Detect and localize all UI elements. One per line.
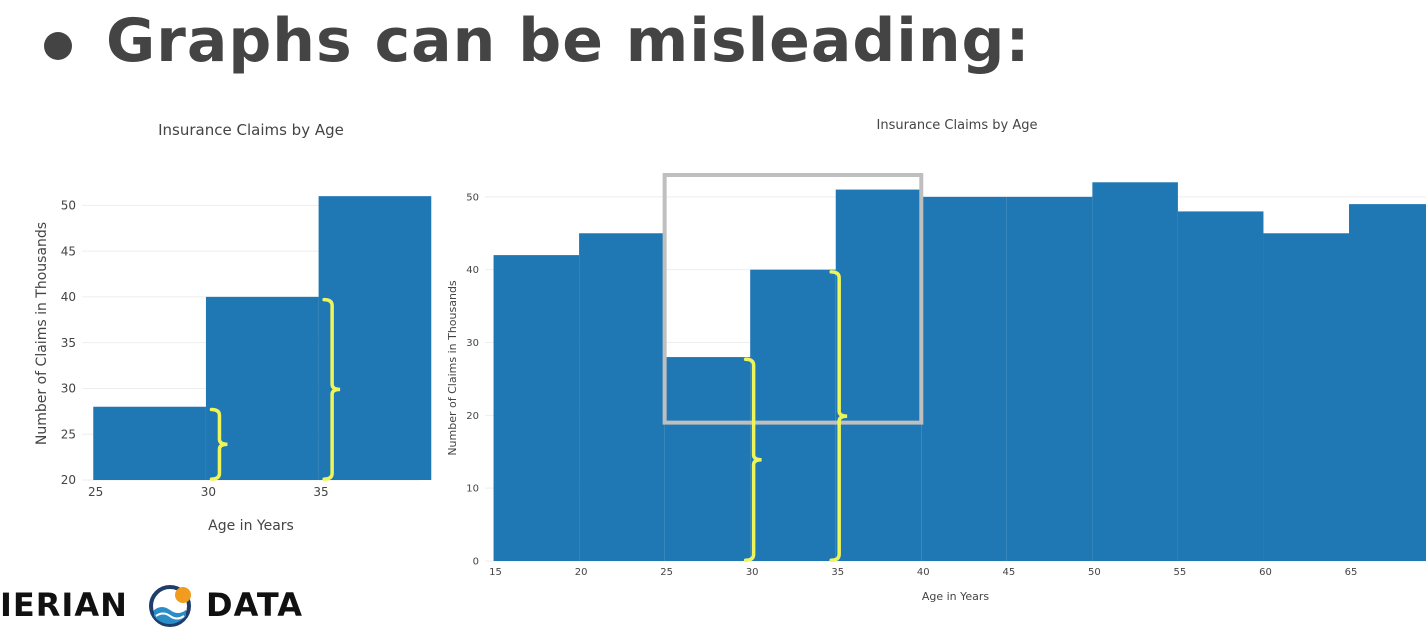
company-logo: IERIAN DATA xyxy=(0,580,330,628)
x-axis-label: Age in Years xyxy=(922,590,990,603)
bar xyxy=(921,196,1007,561)
bar xyxy=(750,269,836,561)
logo-text-left: IERIAN xyxy=(0,586,128,624)
x-tick-label: 40 xyxy=(917,567,930,578)
title-bullet xyxy=(44,32,72,60)
x-tick-label: 15 xyxy=(489,567,502,578)
y-tick-label: 30 xyxy=(466,338,479,349)
y-tick-label: 40 xyxy=(61,290,76,304)
x-tick-label: 30 xyxy=(201,485,216,499)
bar xyxy=(1092,182,1178,561)
x-tick-label: 35 xyxy=(313,485,328,499)
x-tick-label: 35 xyxy=(831,567,844,578)
chart-zoomed: 20 25 30 35 40 45 50 25 30 35 Insurance Claims by … xyxy=(34,121,432,534)
x-tick-label: 65 xyxy=(1345,567,1358,578)
y-tick-label: 40 xyxy=(466,265,479,276)
bar xyxy=(1177,211,1264,561)
x-tick-label: 25 xyxy=(88,485,103,499)
x-tick-label: 25 xyxy=(660,567,673,578)
y-tick-label: 20 xyxy=(61,473,76,487)
bar xyxy=(1263,233,1350,561)
chart-title: Insurance Claims by Age xyxy=(877,118,1038,133)
bracket-annotation xyxy=(322,297,341,481)
bar xyxy=(493,255,580,561)
y-tick-label: 35 xyxy=(61,336,76,350)
logo-text-right: DATA xyxy=(206,586,303,624)
y-axis-label: Number of Claims in Thousands xyxy=(446,280,459,456)
y-tick-label: 45 xyxy=(61,244,76,258)
bar xyxy=(318,196,432,480)
x-tick-label: 30 xyxy=(746,567,759,578)
x-tick-label: 55 xyxy=(1174,567,1187,578)
y-tick-label: 25 xyxy=(61,427,76,441)
bracket-annotation xyxy=(209,407,228,481)
y-tick-label: 30 xyxy=(61,382,76,396)
bracket-annotation xyxy=(829,270,848,563)
bar xyxy=(664,357,751,561)
highlight-box xyxy=(662,173,924,425)
y-tick-label: 0 xyxy=(473,557,479,568)
x-tick-label: 60 xyxy=(1259,567,1272,578)
bar xyxy=(579,233,665,561)
y-tick-label: 20 xyxy=(466,411,479,422)
bar xyxy=(1349,204,1426,561)
x-tick-label: 20 xyxy=(575,567,588,578)
bar xyxy=(835,189,922,561)
bar xyxy=(93,406,206,480)
bar xyxy=(205,296,319,480)
bar xyxy=(1006,196,1093,561)
y-tick-label: 10 xyxy=(466,484,479,495)
logo-globe-icon xyxy=(149,585,191,627)
chart-full: 0 10 20 30 40 50 15 20 25 30 35 40 45 50 55 60 65 Insuran… xyxy=(446,118,1426,603)
y-tick-label: 50 xyxy=(466,192,479,203)
x-axis-label: Age in Years xyxy=(208,518,294,534)
slide-title: Graphs can be misleading: xyxy=(106,6,1031,76)
y-axis-label: Number of Claims in Thousands xyxy=(34,222,50,445)
y-tick-label: 50 xyxy=(61,199,76,213)
x-tick-label: 50 xyxy=(1088,567,1101,578)
x-tick-label: 45 xyxy=(1002,567,1015,578)
chart-title: Insurance Claims by Age xyxy=(158,121,344,139)
